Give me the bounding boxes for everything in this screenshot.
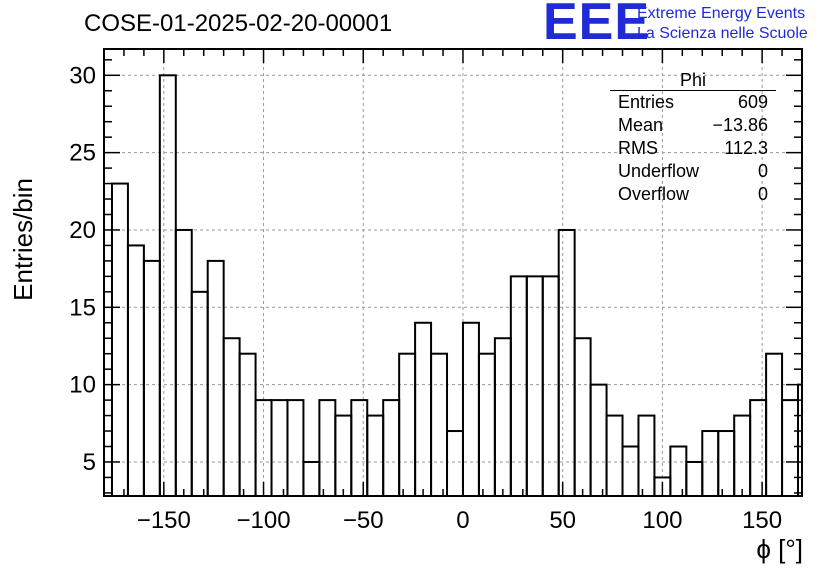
eee-logo: EEE — [543, 0, 651, 51]
logo-caption-line-1: Extreme Energy Events — [637, 5, 806, 22]
axes — [103, 48, 803, 497]
histogram-bin — [318, 399, 337, 498]
histogram-bin — [765, 352, 784, 497]
stats-row-underflow: Underflow 0 — [610, 160, 776, 183]
histogram-bin — [286, 399, 305, 498]
x-tick-label: 0 — [456, 507, 469, 534]
histogram-bin — [238, 352, 257, 497]
stats-value: 0 — [757, 184, 768, 204]
histogram-bin — [158, 74, 177, 497]
histogram-bin — [350, 399, 369, 498]
stats-row-entries: Entries 609 — [610, 91, 776, 114]
histogram-bin — [669, 445, 688, 497]
y-tick-label: 30 — [69, 62, 96, 89]
histogram-bin — [446, 430, 464, 497]
chart-title: COSE-01-2025-02-20-00001 — [84, 10, 393, 37]
x-tick-label: 100 — [642, 507, 682, 534]
histogram-bin — [270, 399, 289, 498]
logo-caption-line-2: La Scienza nelle Scuole — [637, 25, 808, 42]
histogram-bin — [733, 414, 752, 497]
histogram-bin — [557, 228, 576, 497]
stats-value: 112.3 — [724, 138, 768, 158]
stats-title: Phi — [610, 70, 776, 91]
histogram-bin — [382, 399, 401, 498]
histogram-bin — [621, 445, 640, 497]
logo-caption: Extreme Energy Events La Scienza nelle S… — [637, 4, 808, 44]
histogram-bin — [573, 337, 592, 497]
stats-label: Overflow — [618, 184, 690, 204]
stats-value: 0 — [757, 161, 768, 181]
stats-label: Underflow — [618, 161, 700, 181]
histogram-bin — [414, 321, 433, 497]
histogram-bin — [126, 244, 145, 497]
histogram-bin — [717, 430, 736, 497]
y-tick-label: 25 — [69, 140, 96, 167]
histogram-bin — [334, 414, 353, 497]
plot-frame — [103, 48, 803, 497]
grid-lines — [104, 49, 802, 496]
x-tick-label: 50 — [549, 507, 576, 534]
stats-box: Phi Entries 609 Mean −13.86 RMS 112.3 Un… — [610, 70, 776, 206]
x-axis-label: ϕ [°] — [756, 534, 803, 564]
stats-value: 609 — [737, 92, 768, 112]
y-tick-label: 5 — [83, 449, 96, 476]
histogram-bin — [541, 275, 560, 498]
histogram-bin — [525, 275, 544, 498]
histogram-bin — [701, 430, 720, 497]
histogram-bin — [685, 460, 704, 498]
tick-labels: −150 −100 −50 0 50 100 150 5 10 15 20 25 30 — [69, 62, 782, 534]
histogram-bin — [781, 399, 800, 498]
stats-row-rms: RMS 112.3 — [610, 137, 776, 160]
histogram-bin — [637, 414, 656, 497]
y-axis-label: Entries/bin — [8, 178, 38, 301]
stats-label: Entries — [618, 92, 675, 112]
histogram-bin — [366, 414, 385, 497]
histogram-bin — [222, 337, 241, 497]
stats-label: RMS — [618, 138, 658, 158]
histogram-bin — [605, 414, 624, 497]
y-tick-label: 15 — [69, 294, 96, 321]
stats-row-overflow: Overflow 0 — [610, 183, 776, 206]
histogram-bin — [206, 259, 225, 497]
stats-row-mean: Mean −13.86 — [610, 114, 776, 137]
histogram-bin — [493, 337, 512, 497]
stats-label: Mean — [618, 115, 664, 135]
histogram-bin — [589, 383, 608, 498]
histogram-bin — [174, 228, 193, 497]
y-tick-label: 10 — [69, 372, 96, 399]
x-tick-label: −100 — [237, 507, 291, 534]
histogram-bin — [302, 460, 321, 498]
histogram-bin — [398, 352, 417, 497]
stats-value: −13.86 — [712, 115, 768, 135]
histogram-bin — [190, 290, 209, 498]
histogram-bin — [749, 399, 768, 498]
x-tick-label: 150 — [742, 507, 782, 534]
histogram-bin — [509, 275, 528, 498]
y-tick-label: 20 — [69, 217, 96, 244]
histogram-bin — [430, 352, 449, 497]
histogram-bin — [461, 321, 480, 497]
histogram-bin — [477, 352, 496, 497]
histogram-bin — [142, 259, 161, 497]
x-tick-label: −50 — [343, 507, 384, 534]
x-tick-label: −150 — [137, 507, 191, 534]
